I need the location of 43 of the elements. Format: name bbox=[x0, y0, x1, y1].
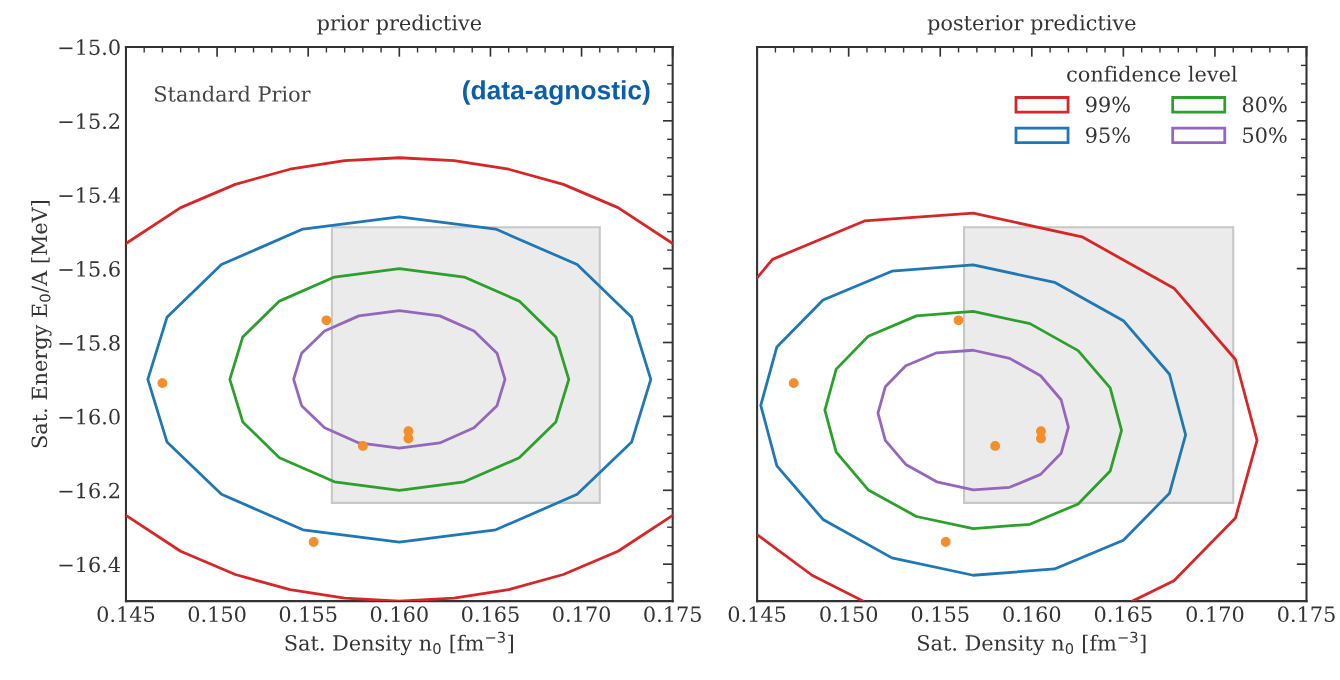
chart-title: prior predictive bbox=[317, 14, 482, 35]
point bbox=[990, 441, 1001, 451]
point bbox=[321, 315, 332, 326]
y-tick-label: −15.8 bbox=[59, 334, 120, 351]
point bbox=[940, 537, 951, 547]
point bbox=[788, 378, 799, 389]
y-tick-label: −15.0 bbox=[59, 39, 120, 56]
x-tick-label: 0.170 bbox=[553, 606, 610, 623]
x-tick-label: 0.145 bbox=[97, 606, 155, 623]
y-tick-label: −15.4 bbox=[59, 187, 121, 203]
y-tick-label: −15.2 bbox=[59, 113, 120, 130]
y-axis-title: Sat. Energy E$_{0}$/A [MeV] bbox=[31, 200, 52, 448]
point bbox=[157, 378, 168, 389]
point bbox=[357, 441, 368, 451]
x-tick-label: 0.165 bbox=[461, 606, 519, 623]
x-tick-label: 0.175 bbox=[644, 606, 701, 623]
legend-label: 99% bbox=[1086, 96, 1130, 113]
x-tick-label: 0.160 bbox=[370, 606, 428, 623]
legend-label: 80% bbox=[1242, 96, 1287, 113]
y-tick-label: −15.6 bbox=[59, 261, 120, 277]
x-tick-label: 0.170 bbox=[1186, 606, 1244, 623]
annotation: Standard Prior bbox=[155, 85, 311, 102]
x-axis-title: Sat. Density n$_{0}$ [fm$^{−3}$] bbox=[285, 631, 513, 656]
point bbox=[953, 315, 964, 326]
chart-title: posterior predictive bbox=[927, 14, 1136, 35]
legend-label: 50% bbox=[1243, 127, 1287, 143]
x-tick-label: 0.165 bbox=[1094, 606, 1152, 623]
point bbox=[1036, 433, 1046, 444]
y-tick-label: −16.2 bbox=[59, 482, 120, 499]
x-tick-label: 0.150 bbox=[820, 606, 878, 623]
x-tick-label: 0.145 bbox=[728, 606, 786, 623]
y-tick-label: −16.4 bbox=[59, 556, 121, 573]
x-axis-title: Sat. Density n$_{0}$ [fm$^{−3}$] bbox=[918, 631, 1146, 656]
x-tick-label: 0.150 bbox=[188, 606, 246, 623]
y-tick-label: −16.0 bbox=[59, 408, 120, 425]
annotation: (data-agnostic) bbox=[463, 80, 650, 105]
x-tick-label: 0.155 bbox=[279, 606, 337, 623]
point bbox=[308, 537, 319, 547]
x-tick-label: 0.160 bbox=[1003, 606, 1061, 623]
x-tick-label: 0.155 bbox=[911, 606, 969, 623]
legend-title: confidence level bbox=[1067, 65, 1237, 82]
legend-label: 95% bbox=[1086, 127, 1130, 143]
x-tick-label: 0.175 bbox=[1278, 606, 1335, 623]
